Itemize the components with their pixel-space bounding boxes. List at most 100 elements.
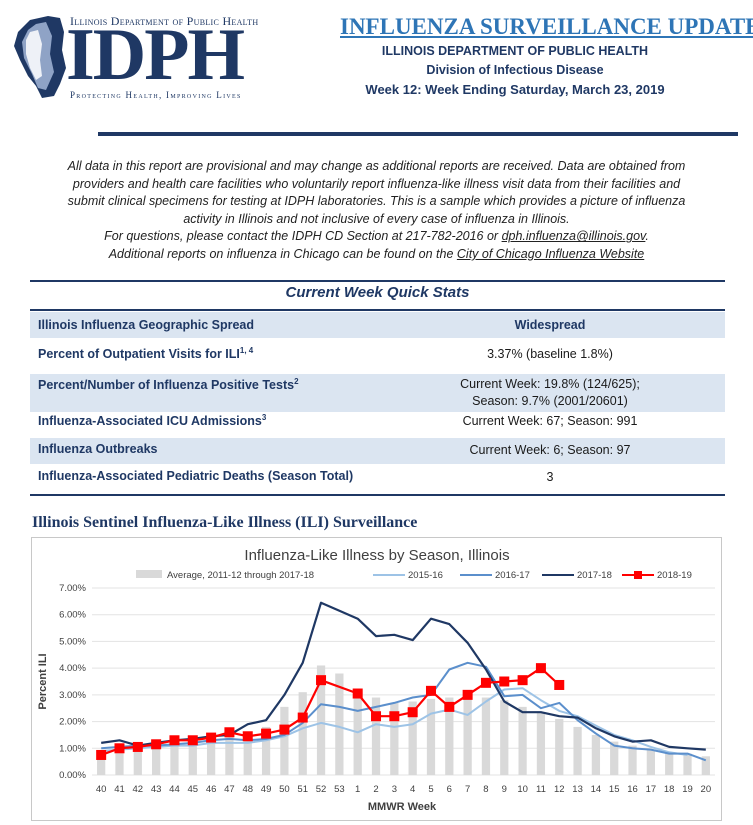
department-name: ILLINOIS DEPARTMENT OF PUBLIC HEALTH [381, 44, 649, 58]
data-point [444, 701, 455, 712]
section-title: Illinois Sentinel Influenza-Like Illness… [32, 514, 418, 531]
bar [261, 726, 271, 775]
contact-period: . [645, 229, 649, 244]
quick-stats-row: Percent/Number of Influenza Positive Tes… [30, 374, 725, 412]
quick-stats-row: Illinois Influenza Geographic Spread Wid… [30, 312, 725, 338]
bar [371, 697, 381, 775]
quick-stats-row: Influenza Outbreaks Current Week: 6; Sea… [30, 438, 725, 464]
bar [115, 748, 124, 775]
footnote-ref: 2 [294, 377, 299, 386]
series-line [101, 687, 688, 756]
x-tick-label: 5 [428, 784, 433, 795]
data-point [297, 712, 308, 723]
y-tick-label: 6.00% [59, 610, 86, 621]
x-tick-label: 14 [591, 784, 602, 795]
data-point [316, 675, 327, 686]
x-tick-label: 43 [151, 784, 162, 795]
legend-swatch [136, 570, 162, 578]
y-tick-label: 7.00% [59, 583, 86, 594]
ili-chart-svg: Influenza-Like Illness by Season, Illino… [37, 547, 715, 813]
x-tick-label: 11 [536, 784, 546, 795]
x-tick-label: 53 [334, 784, 345, 795]
data-point [224, 727, 235, 738]
series-line [101, 601, 706, 751]
bar [390, 702, 399, 775]
bar [243, 732, 252, 775]
data-point [187, 735, 198, 746]
x-tick-label: 2 [373, 784, 378, 795]
footnote-ref: 1, 4 [239, 346, 254, 355]
idph-logo [8, 10, 308, 102]
x-tick-label: 51 [297, 784, 308, 795]
data-point [535, 663, 546, 674]
bar [170, 742, 179, 775]
stat-value: Current Week: 6; Season: 97 [469, 443, 631, 457]
disclaimer-line: submit clinical specimens for testing at… [67, 194, 686, 209]
x-tick-label: 47 [224, 784, 235, 795]
y-tick-label: 1.00% [59, 743, 86, 754]
x-tick-label: 3 [392, 784, 397, 795]
stat-value: Widespread [514, 318, 586, 332]
x-tick-label: 50 [279, 784, 290, 795]
header-divider [98, 132, 738, 136]
bar [555, 718, 564, 775]
logo-wordmark: IDPH [66, 14, 245, 96]
data-point [425, 685, 436, 696]
report-title[interactable]: INFLUENZA SURVEILLANCE UPDATE [340, 14, 753, 39]
y-axis-title: Percent ILI [37, 653, 49, 709]
bar [500, 700, 509, 775]
x-tick-label: 46 [206, 784, 217, 795]
legend-marker [634, 571, 642, 579]
division-name: Division of Infectious Disease [426, 63, 604, 77]
x-axis-title: MMWR Week [368, 801, 437, 813]
chicago-influenza-link[interactable]: City of Chicago Influenza Website [456, 246, 645, 261]
x-tick-label: 48 [242, 784, 253, 795]
bar [225, 736, 234, 775]
legend-label: 2018-19 [657, 570, 692, 581]
stat-label: Influenza-Associated ICU Admissions3 [38, 413, 267, 429]
bar [536, 712, 546, 775]
bar [408, 701, 417, 775]
data-point [480, 677, 491, 688]
quick-stats-title: Current Week Quick Stats [285, 284, 470, 301]
data-point [554, 679, 565, 690]
y-tick-label: 5.00% [59, 636, 86, 647]
bar [298, 692, 307, 775]
data-point [371, 711, 382, 722]
footnote-ref: 3 [261, 413, 267, 422]
bar [573, 726, 582, 775]
bar [188, 741, 197, 775]
bar [152, 744, 161, 775]
x-tick-label: 42 [133, 784, 144, 795]
x-tick-label: 12 [554, 784, 565, 795]
email-link[interactable]: dph.influenza@illinois.gov [501, 229, 646, 244]
report-week: Week 12: Week Ending Saturday, March 23,… [365, 82, 665, 97]
quick-stats-top-rule [30, 280, 725, 282]
bar [426, 698, 436, 775]
quick-stats-row: Percent of Outpatient Visits for ILI1, 4… [30, 338, 725, 374]
ili-chart: Influenza-Like Illness by Season, Illino… [31, 537, 722, 821]
x-tick-label: 41 [114, 784, 125, 795]
x-tick-label: 44 [169, 784, 180, 795]
data-point [206, 732, 217, 743]
agency-name-small: Illinois Department of Public Health [70, 14, 259, 28]
stat-value: 3.37% (baseline 1.8%) [487, 347, 613, 361]
quick-stats-row: Influenza-Associated Pediatric Deaths (S… [30, 464, 725, 490]
data-point [132, 741, 143, 752]
legend-label: 2015-16 [408, 570, 443, 581]
x-tick-label: 15 [609, 784, 620, 795]
x-tick-label: 4 [410, 784, 415, 795]
y-tick-label: 2.00% [59, 717, 86, 728]
stat-label: Percent/Number of Influenza Positive Tes… [38, 377, 299, 393]
bar [445, 697, 454, 775]
data-point [499, 676, 510, 687]
disclaimer: All data in this report are provisional … [28, 158, 725, 264]
x-tick-label: 45 [187, 784, 198, 795]
stat-label: Influenza-Associated Pediatric Deaths (S… [38, 469, 354, 483]
contact-line: For questions, please contact the IDPH C… [28, 228, 725, 246]
logo-tagline: Protecting Health, Improving Lives [70, 90, 242, 100]
bar [335, 673, 344, 775]
disclaimer-line: All data in this report are provisional … [67, 159, 686, 173]
bar [518, 706, 527, 775]
data-point [517, 675, 528, 686]
